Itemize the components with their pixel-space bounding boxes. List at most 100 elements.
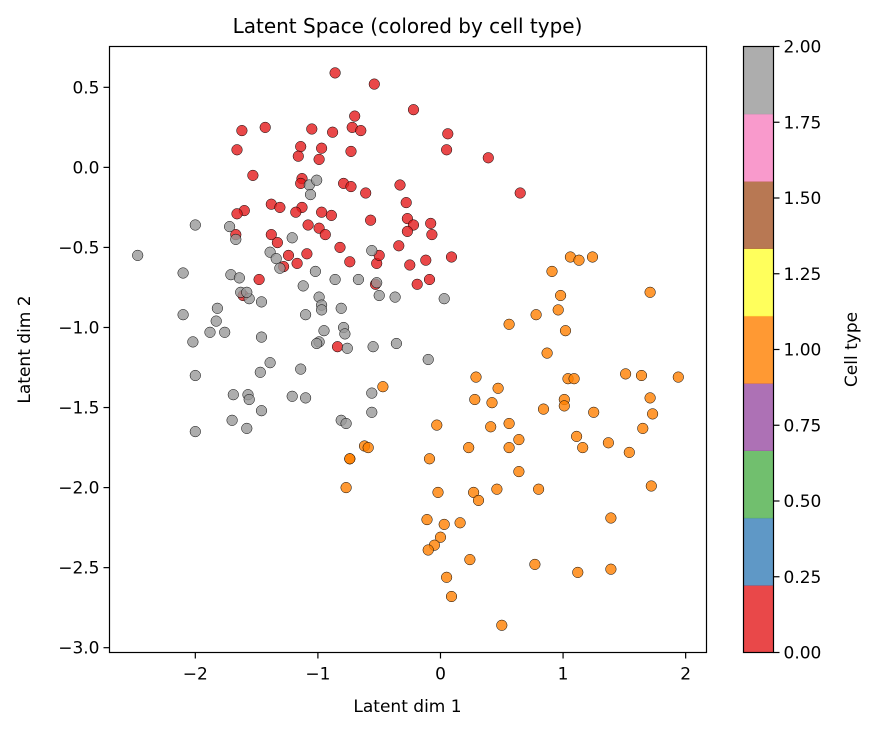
- point-type0-55: [404, 259, 416, 271]
- point-type2-54: [341, 342, 353, 354]
- point-type0-39: [425, 217, 437, 229]
- colorbar-tick-label: 0.75: [784, 416, 822, 436]
- point-type0-15: [292, 150, 304, 162]
- point-type2-30: [189, 426, 201, 438]
- point-type1-31: [513, 434, 525, 446]
- point-type1-26: [647, 408, 659, 420]
- point-type0-45: [334, 241, 346, 253]
- point-type0-2: [407, 104, 420, 116]
- point-type1-63: [445, 590, 458, 603]
- x-tick-label: 0: [435, 665, 446, 685]
- point-type2-56: [390, 337, 402, 350]
- y-tick-label: −1.0: [58, 318, 99, 338]
- point-type2-43: [352, 273, 364, 286]
- colorbar-segment: [743, 248, 774, 317]
- point-type0-7: [355, 125, 367, 137]
- point-type1-55: [434, 531, 447, 543]
- point-type2-57: [422, 353, 434, 366]
- point-type0-25: [514, 187, 526, 199]
- point-type1-57: [422, 544, 434, 556]
- point-type1-24: [537, 403, 550, 415]
- point-type1-53: [454, 517, 466, 529]
- point-type2-40: [316, 304, 328, 316]
- point-type2-61: [366, 387, 378, 399]
- y-tick-label: 0.5: [72, 78, 99, 98]
- y-tick-label: −2.0: [58, 479, 99, 499]
- point-type0-64: [423, 273, 436, 286]
- point-type2-45: [371, 277, 383, 289]
- point-type1-45: [432, 486, 444, 498]
- point-type0-46: [401, 225, 413, 237]
- point-type0-19: [247, 169, 259, 181]
- point-type0-57: [445, 251, 458, 263]
- point-type0-28: [274, 201, 286, 213]
- colorbar-tick-label: 2.00: [784, 38, 822, 58]
- point-type2-32: [311, 174, 323, 186]
- point-type1-58: [464, 554, 476, 566]
- y-tick-label: 0.0: [72, 158, 99, 178]
- point-type2-50: [311, 337, 323, 350]
- point-type0-9: [327, 126, 339, 138]
- point-type1-14: [635, 369, 648, 382]
- point-type1-27: [503, 417, 515, 430]
- point-type1-44: [340, 482, 352, 494]
- point-type0-51: [393, 240, 405, 252]
- point-type0-32: [231, 208, 243, 220]
- point-type0-23: [345, 181, 357, 193]
- point-type1-61: [605, 563, 617, 575]
- point-type2-48: [438, 293, 450, 305]
- point-type1-36: [577, 442, 589, 454]
- point-type0-47: [426, 229, 438, 241]
- point-type1-48: [491, 483, 503, 495]
- colorbar-label: Cell type: [842, 312, 862, 387]
- point-type2-59: [286, 390, 298, 402]
- point-type2-62: [366, 406, 378, 418]
- point-type1-49: [533, 483, 545, 495]
- point-type0-17: [441, 144, 453, 156]
- point-type1-4: [644, 286, 656, 298]
- point-type0-33: [316, 206, 328, 218]
- point-type1-41: [344, 453, 356, 465]
- point-type1-19: [486, 397, 498, 409]
- point-type0-14: [345, 145, 357, 157]
- point-type2-58: [295, 363, 307, 375]
- point-type1-59: [529, 558, 541, 570]
- point-type0-0: [329, 67, 341, 79]
- point-type1-37: [623, 446, 635, 458]
- point-type1-10: [541, 347, 553, 359]
- point-type1-30: [637, 422, 649, 434]
- point-type2-20: [219, 326, 231, 338]
- point-type1-3: [546, 265, 558, 277]
- point-type0-6: [349, 110, 361, 122]
- point-type1-33: [463, 442, 475, 454]
- point-type2-17: [274, 262, 286, 274]
- point-type0-36: [400, 197, 412, 209]
- point-type0-11: [231, 144, 243, 156]
- colorbar-tick-label: 1.25: [784, 265, 822, 285]
- point-type1-9: [559, 325, 572, 337]
- point-type0-30: [290, 206, 302, 218]
- point-type2-3: [187, 336, 199, 348]
- point-type2-36: [297, 280, 309, 292]
- point-type0-44: [319, 229, 331, 241]
- x-tick-label: −2: [183, 665, 208, 685]
- point-type2-51: [318, 325, 330, 337]
- point-type1-32: [602, 437, 614, 449]
- point-type0-53: [344, 256, 356, 268]
- point-type2-41: [300, 309, 312, 321]
- colorbar-tick-label: 1.50: [784, 189, 822, 209]
- point-type2-37: [309, 265, 321, 277]
- x-axis-label: Latent dim 1: [353, 697, 461, 717]
- colorbar-segment: [743, 46, 774, 115]
- x-tick-label: 2: [680, 665, 691, 685]
- point-type1-28: [485, 421, 497, 433]
- point-type2-21: [204, 326, 216, 338]
- y-axis: 0.5 0.0 −0.5 −1.0 −1.5 −2.0 −2.5 −3.0: [58, 78, 110, 659]
- point-type2-46: [373, 289, 385, 302]
- point-type0-65: [331, 341, 344, 353]
- point-type1-13: [620, 368, 632, 380]
- point-type2-60: [300, 392, 312, 404]
- x-tick-label: −1: [305, 665, 330, 685]
- point-type1-29: [431, 419, 443, 431]
